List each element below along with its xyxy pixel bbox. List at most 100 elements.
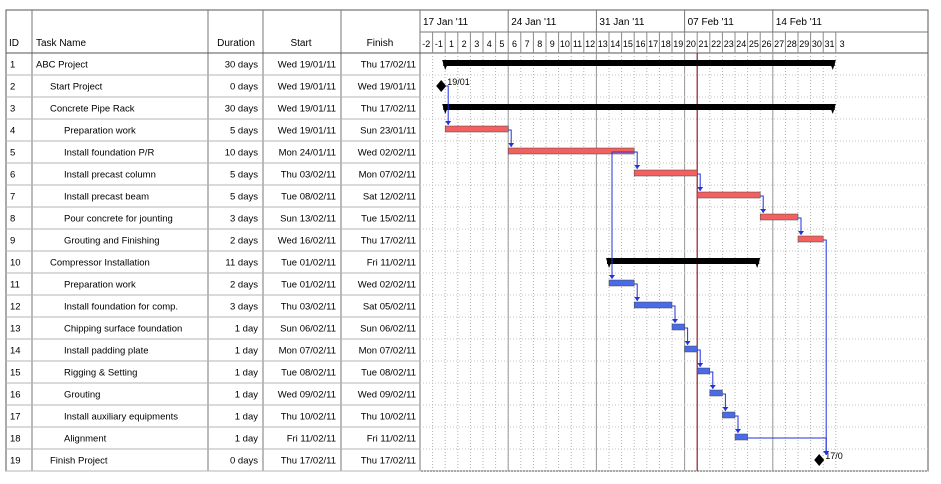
critical-task-bar[interactable] (759, 213, 799, 221)
week-label: 14 Feb '11 (776, 17, 823, 28)
critical-task-bar[interactable] (797, 235, 824, 243)
task-id: 8 (10, 214, 15, 225)
task-duration: 1 day (235, 346, 258, 357)
task-bar[interactable] (734, 433, 748, 441)
day-label: 20 (686, 39, 696, 49)
summary-bar-start-cap (606, 258, 613, 268)
dependency-arrowhead (798, 231, 804, 235)
dependency-arrowhead (634, 297, 641, 301)
task-name: Install precast beam (64, 192, 149, 203)
critical-task-bar[interactable] (507, 147, 635, 155)
task-duration: 30 days (225, 60, 259, 71)
day-label: 3 (474, 39, 479, 49)
column-header-task-name[interactable]: Task Name (36, 38, 86, 49)
task-name: Install foundation for comp. (64, 302, 178, 313)
task-duration: 0 days (230, 456, 258, 467)
task-bar[interactable] (633, 301, 673, 309)
task-id: 10 (10, 258, 21, 269)
task-finish: Wed 09/02/11 (358, 390, 416, 401)
milestone-label: 19/01 (447, 77, 470, 87)
task-name: Grouting and Finishing (64, 236, 160, 247)
task-duration: 30 days (225, 104, 259, 115)
task-finish: Thu 17/02/11 (361, 236, 416, 247)
day-label: 29 (799, 39, 809, 49)
dependency-link (611, 151, 635, 279)
dependency-arrowhead (697, 187, 704, 191)
task-bar[interactable] (684, 345, 698, 353)
week-label: 17 Jan '11 (423, 17, 469, 28)
dependency-link (760, 195, 764, 213)
dependency-arrowhead (760, 209, 767, 213)
task-start: Tue 01/02/11 (281, 280, 336, 291)
task-start: Wed 09/02/11 (278, 390, 336, 401)
day-label: 22 (711, 39, 721, 49)
dependency-link (684, 327, 689, 345)
column-header-finish[interactable]: Finish (367, 38, 394, 49)
milestone-diamond[interactable] (436, 80, 447, 92)
task-duration: 1 day (235, 324, 258, 335)
day-label: 18 (661, 39, 671, 49)
summary-bar-start-cap (442, 60, 450, 70)
dependency-link (697, 349, 701, 367)
task-id: 11 (10, 280, 20, 291)
summary-bar[interactable] (443, 60, 835, 66)
task-duration: 3 days (230, 214, 258, 225)
task-bar[interactable] (722, 411, 736, 419)
task-duration: 5 days (230, 126, 258, 137)
summary-bar[interactable] (607, 258, 760, 264)
task-start: Thu 10/02/11 (281, 412, 336, 423)
task-start: Fri 11/02/11 (287, 434, 336, 445)
column-header-start[interactable]: Start (290, 38, 311, 49)
task-name: Compressor Installation (50, 258, 150, 269)
day-label: 19 (673, 39, 683, 49)
task-name: Install foundation P/R (64, 148, 154, 159)
task-name: Install padding plate (64, 346, 149, 357)
task-bar[interactable] (709, 389, 723, 397)
day-label: 13 (598, 39, 608, 49)
milestone-diamond[interactable] (814, 454, 825, 466)
task-start: Thu 03/02/11 (281, 170, 336, 181)
task-finish: Wed 02/02/11 (358, 280, 416, 291)
task-bar[interactable] (696, 367, 711, 375)
dependency-arrowhead (445, 121, 452, 125)
task-start: Wed 19/01/11 (278, 104, 336, 115)
day-label: 25 (749, 39, 759, 49)
critical-task-bar[interactable] (633, 169, 698, 177)
dependency-arrowhead (735, 429, 741, 433)
summary-bar[interactable] (443, 104, 835, 110)
task-bar[interactable] (608, 279, 635, 287)
task-duration: 3 days (230, 302, 258, 313)
task-name: Rigging & Setting (64, 368, 137, 379)
critical-task-bar[interactable] (444, 125, 509, 133)
task-name: Install precast column (64, 170, 156, 181)
task-duration: 10 days (225, 148, 259, 159)
task-id: 14 (10, 346, 21, 357)
day-label: 14 (610, 39, 620, 49)
dependency-link (798, 217, 802, 235)
task-id: 12 (10, 302, 21, 313)
task-bar[interactable] (671, 323, 685, 331)
task-name: Grouting (64, 390, 100, 401)
column-header-duration[interactable]: Duration (217, 38, 255, 49)
day-label: 16 (635, 39, 645, 49)
task-finish: Mon 07/02/11 (359, 346, 416, 357)
day-label: 23 (724, 39, 734, 49)
task-start: Wed 16/02/11 (278, 236, 336, 247)
dependency-link (709, 371, 714, 389)
task-id: 15 (10, 368, 21, 379)
task-id: 18 (10, 434, 21, 445)
column-header-id[interactable]: ID (9, 38, 19, 49)
task-duration: 2 days (230, 280, 258, 291)
day-label: 24 (736, 39, 746, 49)
task-finish: Sun 06/02/11 (360, 324, 416, 335)
task-id: 5 (10, 148, 15, 159)
task-finish: Wed 02/02/11 (358, 148, 416, 159)
table-frame (5, 9, 929, 472)
day-label: 7 (525, 39, 530, 49)
week-label: 24 Jan '11 (511, 17, 557, 28)
critical-task-bar[interactable] (696, 191, 761, 199)
task-start: Thu 03/02/11 (281, 302, 336, 313)
task-start: Wed 19/01/11 (278, 60, 336, 71)
task-finish: Thu 17/02/11 (361, 104, 416, 115)
day-label: 1 (449, 39, 454, 49)
